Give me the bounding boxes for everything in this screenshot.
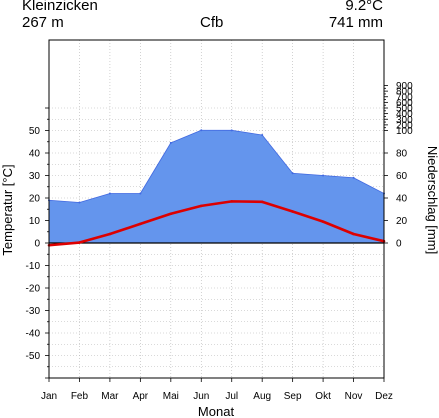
month-label: Jan <box>41 391 57 402</box>
temperature-tick-label: -10 <box>26 261 41 272</box>
precipitation-tick-label: 900 <box>396 81 413 92</box>
precipitation-line-segment <box>231 129 263 136</box>
precipitation-line-segment <box>79 193 111 203</box>
precipitation-tick-label: 20 <box>396 216 408 227</box>
precipitation-point <box>261 134 264 136</box>
month-label: Feb <box>71 391 89 402</box>
precipitation-point <box>78 201 81 204</box>
precipitation-line-segment <box>261 134 293 174</box>
month-label: Dez <box>375 391 393 402</box>
precipitation-line-segment <box>140 142 172 194</box>
temperature-point <box>260 200 264 204</box>
temperature-point <box>321 220 325 223</box>
precipitation-point <box>169 141 172 144</box>
precipitation-line-segment <box>170 129 202 144</box>
temperature-tick-label: 20 <box>29 194 41 205</box>
elevation: 267 m <box>22 14 64 31</box>
month-label: Mai <box>163 391 179 402</box>
month-label: Mar <box>101 391 119 402</box>
precipitation-point <box>322 174 325 177</box>
temperature-point <box>139 222 142 226</box>
month-label: Apr <box>133 391 149 402</box>
temperature-tick-label: 50 <box>29 126 41 137</box>
station-name: Kleinzicken <box>22 0 98 14</box>
precipitation-point <box>108 192 111 195</box>
temperature-tick-label: 0 <box>34 239 40 250</box>
precipitation-tick-label: 60 <box>396 171 408 182</box>
month-label: Sep <box>284 391 302 402</box>
precipitation-tick-label: 700 <box>396 92 413 103</box>
month-label: Nov <box>345 391 363 402</box>
temperature-tick-label: 10 <box>29 216 41 227</box>
precipitation-tick-label: 40 <box>396 194 408 205</box>
precipitation-point <box>352 176 355 179</box>
y-axis-label-temperature: Temperatur [°C] <box>0 164 15 255</box>
precipitation-tick-label: 0 <box>396 239 402 250</box>
temperature-point <box>230 200 234 203</box>
temperature-tick-label: 40 <box>29 149 41 160</box>
annual-precipitation: 741 mm <box>328 14 383 31</box>
temperature-point <box>352 232 355 236</box>
temperature-tick-label: 30 <box>29 171 41 182</box>
precipitation-tick-label: 400 <box>396 109 413 120</box>
precipitation-tick-label: 200 <box>396 120 413 131</box>
temperature-line <box>48 200 385 247</box>
month-label: Jun <box>193 391 209 402</box>
precipitation-tick-label: 100 <box>396 126 413 137</box>
precipitation-tick-label: 800 <box>396 87 413 98</box>
temperature-point <box>108 232 112 236</box>
month-label: Jul <box>225 391 238 402</box>
precipitation-tick-label: 600 <box>396 98 413 109</box>
temperature-tick-label: -20 <box>26 284 41 295</box>
mean-temperature: 9.2°C <box>345 0 383 14</box>
temperature-tick-label: -50 <box>26 351 41 362</box>
month-label: Aug <box>253 391 271 402</box>
precipitation-point <box>200 129 203 132</box>
climate-class: Cfb <box>200 14 224 31</box>
precipitation-point <box>139 192 142 195</box>
precipitation-line-segment <box>48 199 80 203</box>
precipitation-line-segment <box>353 177 385 194</box>
temperature-point <box>169 212 173 216</box>
temperature-point <box>78 241 81 244</box>
precipitation-tick-label: 300 <box>396 115 413 126</box>
temperature-tick-label: -40 <box>26 329 41 340</box>
precipitation-tick-label: 500 <box>396 104 413 115</box>
temperature-point <box>291 210 294 213</box>
x-axis-label: Monat <box>198 404 235 418</box>
temperature-point <box>199 204 203 208</box>
month-label: Okt <box>315 391 331 402</box>
precipitation-point <box>230 129 233 132</box>
temperature-tick-label: -30 <box>26 306 41 317</box>
precipitation-line-segment <box>323 175 354 179</box>
precipitation-line-segment <box>292 172 324 176</box>
y-axis-label-precipitation: Niederschlag [mm] <box>425 146 439 254</box>
precipitation-tick-label: 80 <box>396 149 408 160</box>
precipitation-point <box>291 172 294 175</box>
